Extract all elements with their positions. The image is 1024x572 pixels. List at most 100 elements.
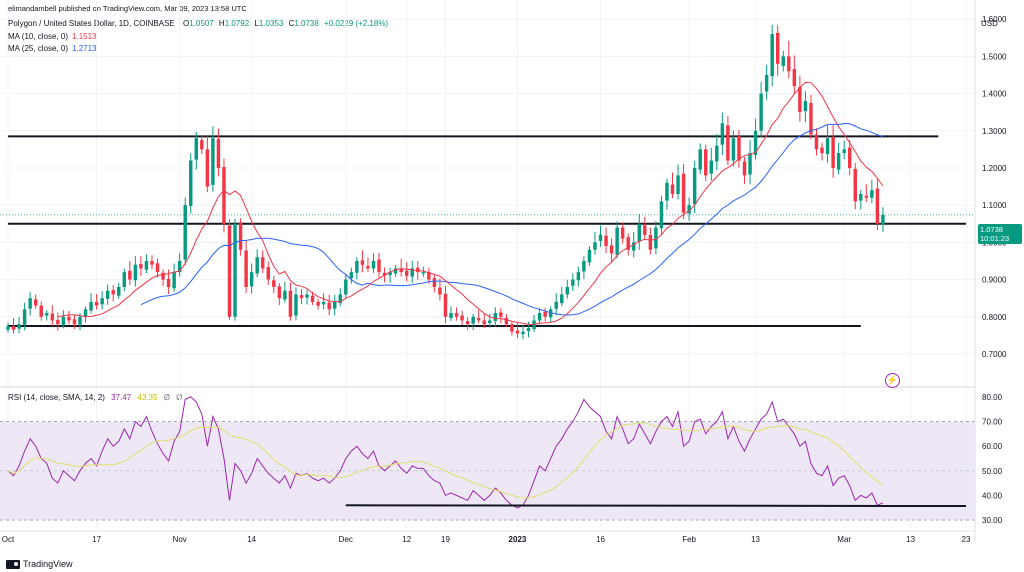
candle-down bbox=[543, 311, 547, 317]
candle-down bbox=[726, 125, 730, 161]
ma10-label: MA (10, close, 0) bbox=[8, 32, 69, 41]
candle-up bbox=[105, 290, 110, 299]
candle-down bbox=[681, 173, 686, 213]
candle-up bbox=[211, 138, 215, 185]
candle-up bbox=[587, 249, 592, 263]
tradingview-footer[interactable]: TradingView bbox=[6, 559, 73, 569]
candle-up bbox=[449, 313, 453, 318]
candle-down bbox=[427, 272, 431, 280]
candle-up bbox=[842, 149, 846, 154]
candle-down bbox=[643, 225, 647, 235]
close-value: 1.0738 bbox=[294, 19, 319, 28]
price-tick-label: 1.6000 bbox=[982, 15, 1007, 24]
candle-down bbox=[504, 317, 509, 325]
candle-up bbox=[78, 316, 82, 325]
ma25-value: 1.2713 bbox=[72, 44, 97, 53]
symbol-name[interactable]: Polygon / United States Dollar, 1D, COIN… bbox=[8, 19, 175, 28]
publisher-line: elimandambell published on TradingView.c… bbox=[8, 4, 247, 13]
candle-down bbox=[205, 149, 210, 187]
candle-up bbox=[753, 130, 758, 155]
time-tick-label: Oct bbox=[2, 535, 15, 544]
candle-up bbox=[45, 313, 49, 316]
candle-down bbox=[809, 103, 813, 135]
candle-up bbox=[421, 272, 426, 274]
price-tick-label: 1.2000 bbox=[982, 164, 1007, 173]
candle-up bbox=[676, 175, 680, 194]
candle-down bbox=[499, 312, 503, 317]
candle-up bbox=[388, 272, 392, 276]
last-price-value: 1.0738 bbox=[980, 225, 1003, 234]
candle-up bbox=[554, 301, 558, 309]
candle-down bbox=[814, 134, 819, 150]
lightning-icon[interactable]: ⚡ bbox=[885, 373, 900, 388]
candle-down bbox=[261, 257, 265, 269]
candle-down bbox=[737, 136, 741, 161]
candle-up bbox=[715, 145, 719, 162]
candle-up bbox=[615, 227, 619, 255]
candle-up bbox=[493, 313, 498, 322]
candle-down bbox=[33, 299, 38, 306]
tradingview-logo-icon bbox=[6, 559, 20, 569]
candle-down bbox=[238, 222, 243, 250]
candle-down bbox=[609, 245, 614, 254]
candle-down bbox=[56, 319, 60, 325]
currency-label: USD bbox=[981, 19, 998, 28]
candle-down bbox=[482, 320, 486, 325]
candle-up bbox=[117, 287, 121, 296]
open-label: O bbox=[182, 19, 190, 28]
candle-down bbox=[39, 305, 43, 317]
rsi-label: RSI (14, close, SMA, 14, 2) bbox=[8, 393, 105, 402]
ma10-legend[interactable]: MA (10, close, 0) 1.1513 bbox=[8, 32, 97, 41]
change-value: +0.0229 (+2.18%) bbox=[324, 19, 389, 28]
rsi-tick-label: 30.00 bbox=[982, 516, 1003, 525]
candle-down bbox=[742, 161, 747, 176]
rsi-trendline bbox=[345, 504, 967, 508]
candle-up bbox=[28, 298, 32, 309]
candle-down bbox=[310, 295, 315, 302]
candle-up bbox=[122, 272, 127, 287]
candle-down bbox=[465, 321, 470, 325]
candle-up bbox=[144, 260, 149, 270]
candle-up bbox=[825, 138, 830, 155]
time-tick-label: 23 bbox=[962, 535, 971, 544]
candle-up bbox=[582, 260, 586, 272]
candle-down bbox=[327, 302, 331, 310]
price-tick-label: 0.8000 bbox=[982, 313, 1007, 322]
candle-up bbox=[576, 272, 581, 281]
rsi-sma-value: 43.35 bbox=[137, 393, 158, 402]
candle-up bbox=[526, 327, 531, 332]
countdown: 10:01:23 bbox=[980, 234, 1010, 243]
candle-down bbox=[853, 168, 857, 202]
candle-up bbox=[692, 167, 697, 205]
brand-name: TradingView bbox=[23, 559, 73, 569]
candle-down bbox=[460, 315, 464, 321]
candle-down bbox=[50, 313, 55, 321]
candle-down bbox=[377, 259, 381, 273]
candle-down bbox=[704, 149, 708, 176]
candle-up bbox=[189, 160, 193, 206]
candle-down bbox=[72, 319, 77, 325]
time-tick-label: 17 bbox=[92, 535, 101, 544]
candle-down bbox=[272, 280, 276, 287]
candle-up bbox=[177, 260, 182, 273]
candle-down bbox=[670, 184, 675, 194]
candle-up bbox=[17, 324, 21, 329]
candle-down bbox=[787, 56, 791, 72]
candle-up bbox=[632, 242, 636, 251]
ma25-legend[interactable]: MA (25, close, 0) 1.2713 bbox=[8, 44, 97, 53]
ma10-line bbox=[57, 81, 884, 325]
candle-up bbox=[333, 301, 337, 309]
candle-down bbox=[288, 290, 293, 317]
candle-up bbox=[349, 272, 354, 279]
candle-down bbox=[360, 260, 365, 265]
candle-up bbox=[881, 214, 885, 225]
candle-up bbox=[803, 101, 808, 112]
time-tick-label: 19 bbox=[441, 535, 450, 544]
candle-up bbox=[764, 74, 769, 92]
time-tick-label: Mar bbox=[837, 535, 851, 544]
candle-down bbox=[515, 330, 520, 334]
candle-down bbox=[792, 69, 797, 87]
candle-up bbox=[759, 93, 763, 131]
candle-down bbox=[227, 225, 232, 317]
